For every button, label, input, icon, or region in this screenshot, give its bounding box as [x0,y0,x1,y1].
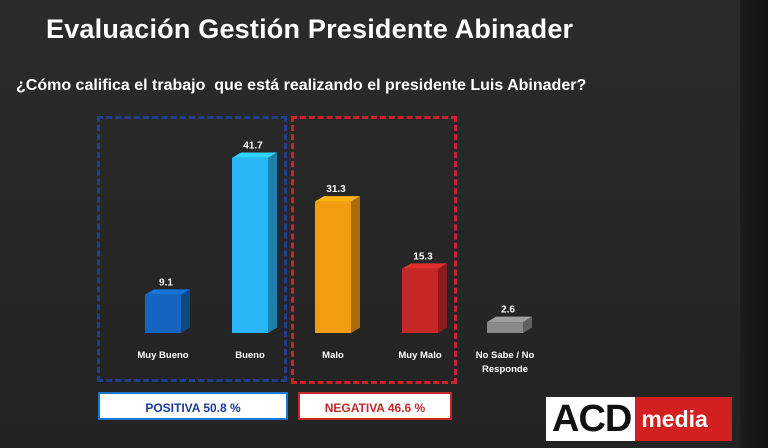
category-label: Muy Malo [398,350,441,361]
category-label: Bueno [235,350,265,361]
bar-5 [487,316,532,333]
slide-edge [740,0,768,448]
bar-top [402,263,447,269]
bar-top [487,316,532,323]
negative-summary-badge: NEGATIVA 46.6 % [298,392,452,420]
chart-subtitle: ¿Cómo califica el trabajo que está reali… [16,77,587,94]
bar-front [145,294,181,333]
slide-background [0,0,740,448]
acd-media-logo: ACD media [546,397,732,441]
logo-media-text: media [635,397,732,441]
bar-side [523,316,532,333]
logo-acd-text: ACD [546,397,636,441]
negative-group-box [291,116,457,384]
positive-group-box [97,116,287,382]
bar-side [268,152,277,333]
data-label: 41.7 [243,140,263,151]
bar-side [181,289,190,333]
category-label: Responde [482,364,528,375]
bar-3 [315,196,360,333]
bar-4 [402,263,447,333]
bar-top [145,289,190,295]
data-label: 15.3 [413,251,433,262]
category-label: No Sabe / No [476,350,535,361]
bar-1 [145,289,190,333]
bar-top [232,152,277,158]
category-label: Malo [322,350,344,361]
bar-front [487,322,523,333]
bar-2 [232,152,277,333]
bar-front [232,157,268,333]
data-label: 2.6 [501,305,515,316]
data-label: 31.3 [326,184,346,195]
chart-title: Evaluación Gestión Presidente Abinader [46,14,574,44]
category-label: Muy Bueno [137,350,188,361]
bar-side [438,263,447,333]
bar-front [315,201,351,333]
data-label: 9.1 [159,277,173,288]
bar-front [402,268,438,333]
bar-top [315,196,360,202]
positive-summary-badge: POSITIVA 50.8 % [98,392,288,420]
bar-side [351,196,360,333]
bar-chart: 9.1 Muy Bueno 41.7 Bueno 31.3 Malo 15.3 Muy Mal… [137,140,535,375]
